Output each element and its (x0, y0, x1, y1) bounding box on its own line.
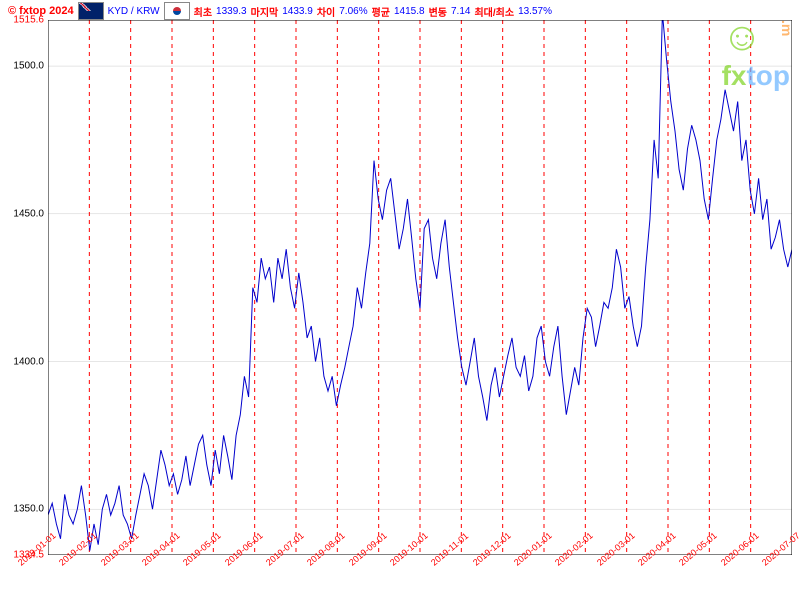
stat-avg-label: 평균 (372, 4, 390, 19)
y-tick-label: 1400.0 (13, 356, 44, 367)
currency-pair-label: KYD / KRW (108, 6, 160, 17)
stat-last-label: 마지막 (251, 4, 279, 19)
stat-vol-value: 7.14 (451, 6, 470, 17)
watermark: ☺ fxtop .m (722, 15, 790, 92)
y-tick-label: 1500.0 (13, 61, 44, 72)
chart-svg (48, 20, 792, 555)
stat-first-value: 1339.3 (216, 6, 247, 17)
chart-container: © fxtop 2024 KYD / KRW 최초 1339.3 마지막 143… (0, 0, 800, 600)
stat-range-label: 최대/최소 (474, 4, 514, 19)
y-tick-label: 1350.0 (13, 504, 44, 515)
stat-diff-value: 7.06% (339, 6, 367, 17)
plot-area (48, 20, 792, 555)
smiley-icon: ☺ (722, 15, 763, 59)
flag-kyd-icon (78, 2, 104, 20)
stat-diff-label: 차이 (317, 4, 335, 19)
chart-header: © fxtop 2024 KYD / KRW 최초 1339.3 마지막 143… (8, 2, 792, 20)
y-tick-label: 1450.0 (13, 208, 44, 219)
flag-krw-icon (164, 2, 190, 20)
stat-avg-value: 1415.8 (394, 6, 425, 17)
watermark-top: top (746, 60, 790, 91)
watermark-fx: fx (722, 60, 747, 91)
x-axis-labels: 2019-01-012019-02-012019-03-012019-04-01… (48, 555, 792, 600)
copyright-text: © fxtop 2024 (8, 5, 74, 17)
stat-first-label: 최초 (194, 4, 212, 19)
stat-range-value: 13.57% (518, 6, 552, 17)
watermark-m: .m (779, 20, 795, 36)
stat-vol-label: 변동 (429, 4, 447, 19)
stat-last-value: 1433.9 (282, 6, 313, 17)
y-axis-labels: 1334.51350.01400.01450.01500.01515.6 (0, 20, 46, 555)
